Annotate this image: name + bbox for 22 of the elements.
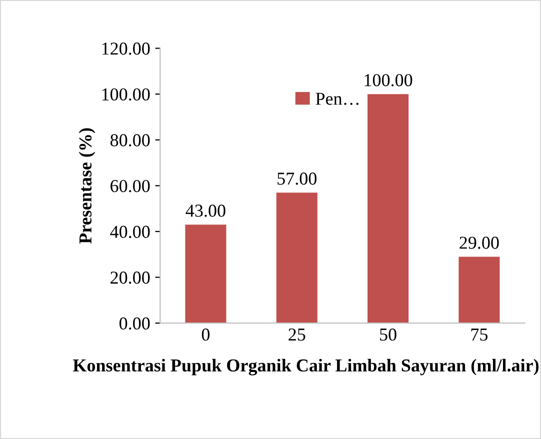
y-tick-label: 100.00	[102, 88, 150, 101]
x-tick-label: 50	[380, 328, 396, 341]
x-tick-label: 25	[288, 328, 306, 341]
x-tick-label: 75	[471, 328, 488, 341]
y-tick-label: 120.00	[102, 42, 150, 55]
y-tick-label: 60.00	[110, 180, 150, 192]
data-label: 43.00	[186, 204, 226, 217]
data-label: 100.00	[364, 74, 412, 86]
bar	[368, 94, 409, 324]
y-tick-label: 20.00	[110, 272, 150, 284]
y-axis-title: Presentase (%)	[78, 128, 96, 244]
bar	[458, 256, 500, 324]
bar	[276, 192, 318, 324]
x-tick-label: 0	[202, 328, 210, 341]
data-label: 57.00	[278, 172, 316, 185]
y-tick-label: 80.00	[110, 134, 150, 146]
y-tick-label: 0.00	[120, 317, 150, 330]
bar	[185, 224, 226, 324]
x-axis-title: Konsentrasi Pupuk Organik Cair Limbah Sayuran (ml/l.air)	[72, 358, 539, 376]
legend-label: Pen…	[316, 92, 358, 105]
y-tick-label: 40.00	[110, 226, 150, 238]
data-label: 29.00	[460, 236, 499, 249]
